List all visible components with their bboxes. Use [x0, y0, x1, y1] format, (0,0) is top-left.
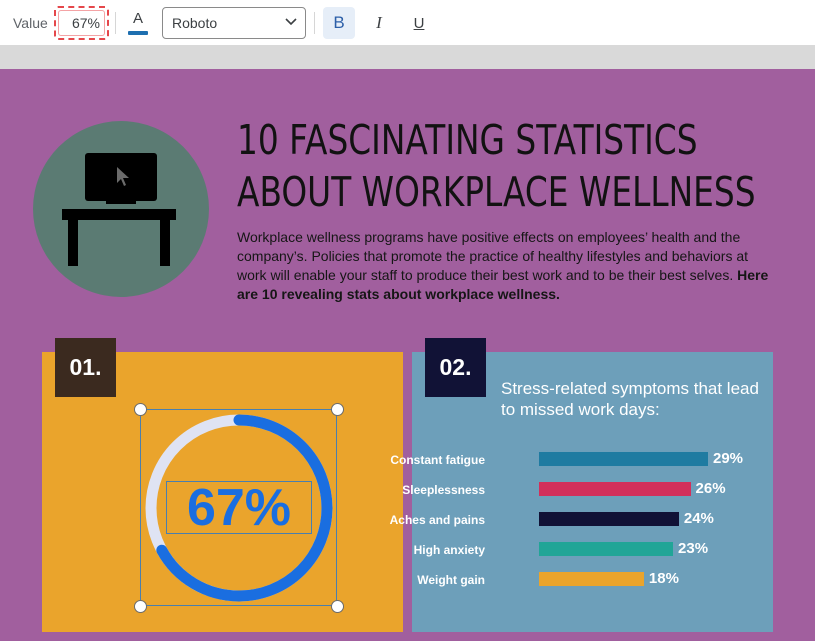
resize-handle-bottom-right[interactable]: [331, 600, 344, 613]
font-select[interactable]: Roboto: [162, 7, 306, 39]
cursor-icon: [117, 167, 129, 186]
bar-value-label: 26%: [695, 480, 726, 497]
intro-bold-text: Here are 10 revealing stats about workpl…: [237, 267, 769, 302]
computer-desk-icon: [62, 153, 176, 266]
bar-row: Aches and pains 24%: [390, 510, 773, 528]
bold-icon: B: [333, 13, 345, 32]
bar-label: Constant fatigue: [390, 453, 485, 467]
donut-progress-arc: [145, 414, 333, 602]
formatting-toolbar: Value A Roboto B I U: [0, 0, 815, 45]
chevron-down-icon: [285, 18, 297, 26]
bar-row: High anxiety 23%: [412, 540, 773, 558]
bar: [539, 512, 679, 526]
value-label: Value: [13, 15, 48, 31]
bar-row: Sleeplessness 26%: [402, 480, 773, 498]
percent-text-box[interactable]: [166, 481, 312, 534]
toolbar-divider: [115, 12, 116, 34]
bar: [539, 542, 674, 556]
text-color-icon: A: [132, 10, 143, 27]
bar-value-label: 29%: [713, 450, 744, 467]
bar-label: Aches and pains: [389, 513, 485, 527]
underline-icon: U: [413, 15, 425, 32]
resize-handle-bottom-left[interactable]: [134, 600, 147, 613]
bar-value-label: 23%: [678, 540, 709, 557]
selection-box: [140, 409, 337, 606]
text-color-button[interactable]: A: [127, 9, 149, 37]
bar-row: Constant fatigue 29%: [390, 450, 773, 468]
bar: [539, 452, 708, 466]
bar: [539, 482, 691, 496]
donut-progress-chart[interactable]: [140, 409, 338, 607]
stat-number-badge-2: 02.: [425, 338, 486, 397]
italic-icon: I: [376, 13, 382, 32]
bar-label: Weight gain: [417, 573, 485, 587]
bar-label: High anxiety: [413, 543, 485, 557]
bar-value-label: 18%: [648, 570, 679, 587]
intro-text: Workplace wellness programs have positiv…: [237, 229, 749, 283]
bar-label: Sleeplessness: [402, 483, 485, 497]
font-select-value: Roboto: [172, 15, 218, 31]
intro-paragraph[interactable]: Workplace wellness programs have positiv…: [237, 228, 772, 304]
bar-row: Weight gain 18%: [412, 570, 773, 588]
bar-value-label: 24%: [683, 510, 714, 527]
bold-button[interactable]: B: [323, 7, 355, 39]
resize-handle-top-right[interactable]: [331, 403, 344, 416]
value-field-wrapper: [54, 6, 109, 40]
header-illustration[interactable]: [33, 121, 209, 297]
stat-number-badge-1: 01.: [55, 338, 116, 397]
percent-value: 67%: [186, 479, 292, 537]
value-input[interactable]: [58, 10, 105, 36]
title-line-1: 10 FASCINATING STATISTICS: [237, 116, 698, 164]
stat-card-1[interactable]: [42, 352, 403, 632]
toolbar-divider: [314, 12, 315, 34]
chart-title: Stress-related symptoms that lead to mis…: [501, 379, 759, 419]
resize-handle-top-left[interactable]: [134, 403, 147, 416]
title-line-2: ABOUT WORKPLACE WELLNESS: [237, 168, 756, 216]
italic-button[interactable]: I: [363, 7, 395, 39]
bar: [539, 572, 644, 586]
canvas-top-margin: [0, 45, 815, 69]
underline-button[interactable]: U: [403, 7, 435, 39]
page-title[interactable]: 10 FASCINATING STATISTICS ABOUT WORKPLAC…: [237, 114, 756, 218]
text-color-swatch: [128, 31, 148, 35]
